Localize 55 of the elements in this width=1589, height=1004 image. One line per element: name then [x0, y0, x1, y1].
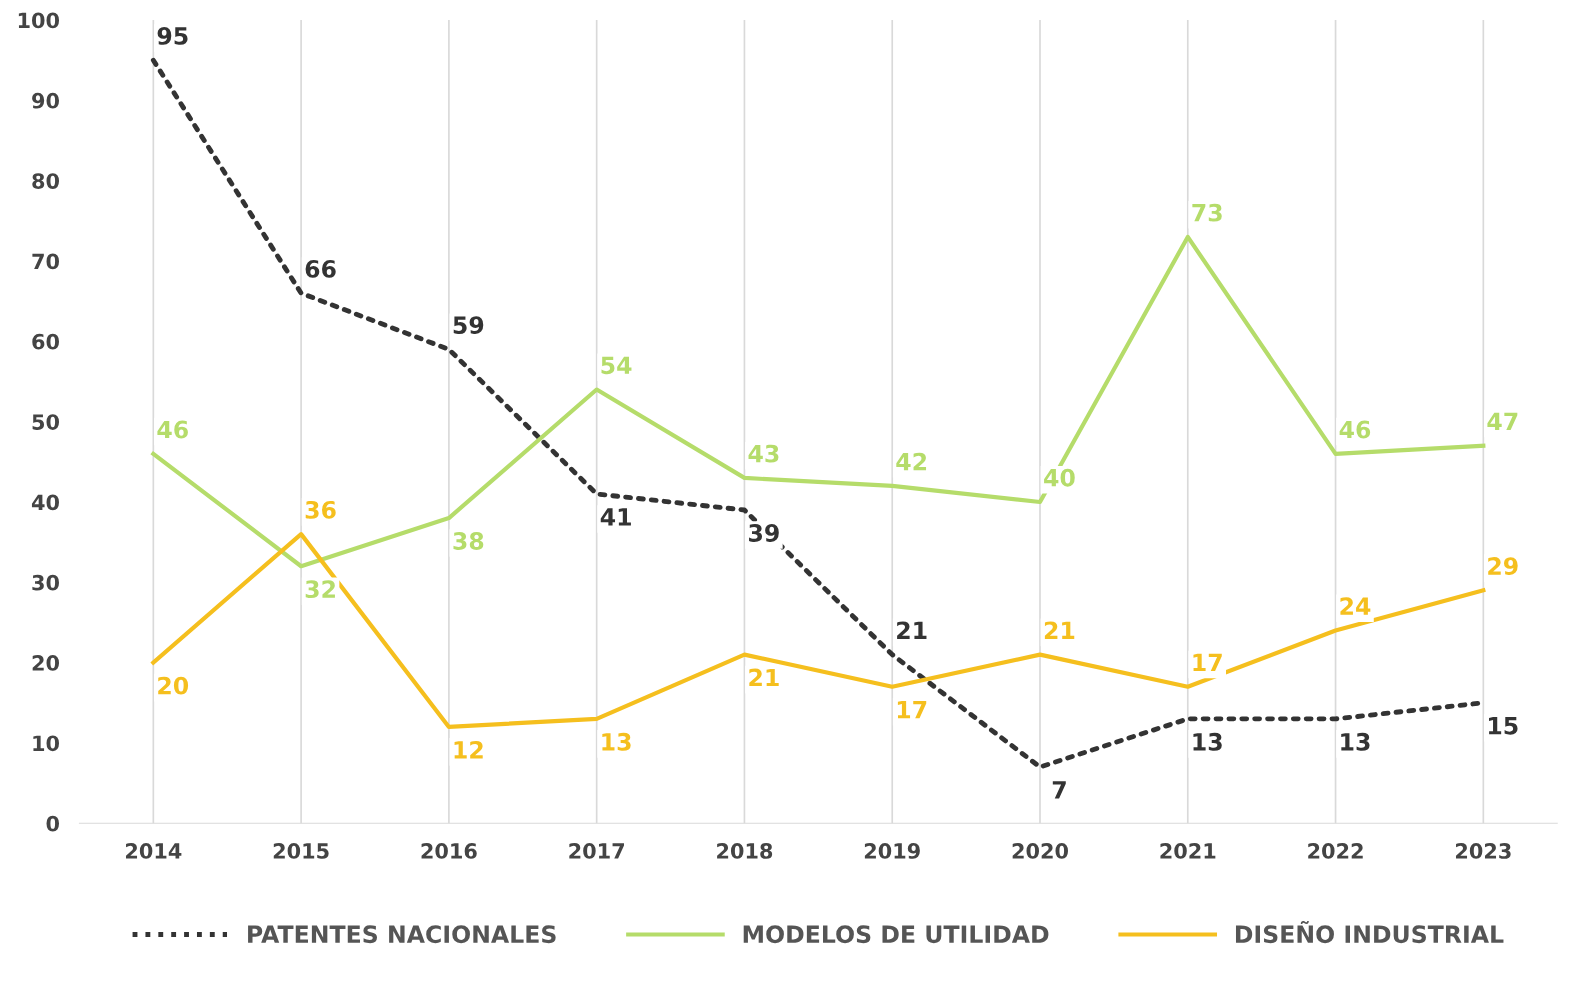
data-label: 21 [897, 621, 927, 639]
data-label: 46 [157, 420, 188, 439]
data-label: 17 [897, 701, 927, 719]
x-tick-label: 2014 [125, 843, 182, 859]
data-label: 21 [749, 668, 779, 687]
data-label: 59 [453, 316, 484, 335]
data-label: 40 [1044, 468, 1075, 487]
y-tick-label: 100 [18, 12, 60, 29]
data-label: 21 [1044, 621, 1075, 639]
data-label: 29 [1488, 557, 1518, 575]
x-tick-label: 2016 [421, 843, 477, 859]
x-tick-label: 2018 [717, 843, 773, 859]
data-label: 12 [454, 740, 483, 759]
x-tick-label: 2020 [1012, 843, 1068, 859]
data-label: 13 [1193, 732, 1222, 751]
line-series [151, 234, 1486, 569]
data-label: 47 [1487, 412, 1518, 431]
y-tick-label: 30 [32, 574, 60, 591]
data-label: 20 [158, 676, 189, 695]
y-tick-label: 10 [33, 735, 60, 752]
y-tick-label: 80 [32, 173, 60, 189]
data-label: 13 [602, 732, 631, 751]
x-tick-label: 2015 [273, 843, 329, 859]
y-tick-label: 70 [32, 253, 60, 270]
data-label: 42 [896, 452, 927, 471]
y-tick-label: 60 [32, 333, 60, 350]
data-label: 73 [1192, 203, 1222, 222]
data-label: 24 [1340, 597, 1371, 615]
data-label: 43 [748, 444, 779, 463]
legend-label: PATENTES NACIONALES [248, 925, 556, 944]
data-label: 36 [305, 500, 336, 519]
data-label: 46 [1339, 420, 1371, 439]
data-label: 17 [1193, 653, 1222, 672]
data-label: 54 [601, 356, 632, 375]
legend-label: DISEÑO INDUSTRIAL [1235, 920, 1504, 944]
y-tick-label: 0 [46, 815, 60, 832]
data-label: 13 [1341, 732, 1370, 751]
data-label: 7 [1052, 781, 1066, 799]
y-tick-label: 90 [32, 92, 60, 109]
data-label: 41 [600, 508, 631, 526]
y-tick-label: 40 [31, 494, 60, 511]
legend-label: MODELOS DE UTILIDAD [743, 925, 1049, 944]
data-label: 39 [749, 524, 779, 542]
x-tick-label: 2021 [1160, 843, 1216, 859]
data-label: 32 [305, 580, 335, 599]
x-tick-label: 2019 [864, 843, 920, 859]
data-label: 38 [453, 532, 484, 550]
x-tick-label: 2017 [569, 843, 624, 859]
data-label: 15 [1489, 717, 1518, 735]
x-tick-label: 2023 [1455, 843, 1511, 859]
y-tick-label: 50 [32, 414, 60, 430]
data-label: 66 [305, 259, 336, 278]
data-label: 95 [157, 27, 188, 45]
y-tick-label: 20 [32, 655, 60, 671]
x-tick-label: 2022 [1308, 843, 1363, 859]
